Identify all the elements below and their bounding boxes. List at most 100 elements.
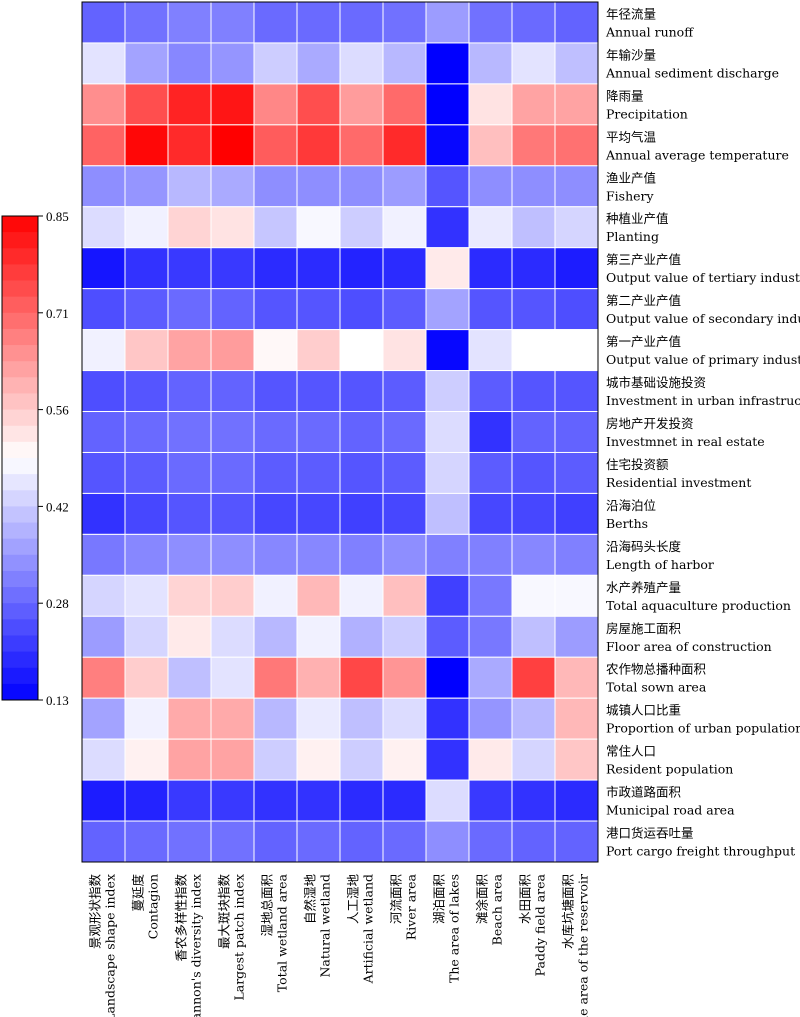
colorbar-segment (2, 522, 38, 540)
colorbar-tick-label: 0.85 (46, 209, 69, 224)
heatmap-cell (511, 451, 556, 494)
column-label-en: Beach area (490, 873, 505, 945)
colorbar-segment (2, 377, 38, 394)
row-label-zh: 城镇人口比重 (606, 703, 681, 718)
column-label-zh: 湿地总面积 (260, 874, 275, 937)
heatmap-cell (468, 42, 513, 85)
heatmap-cell (511, 779, 556, 822)
heatmap-cell (81, 165, 126, 208)
heatmap-cell (81, 615, 126, 658)
heatmap-cell (425, 206, 470, 249)
heatmap-cell (296, 451, 341, 494)
colorbar-segment (2, 248, 38, 265)
heatmap-cell (124, 697, 169, 740)
heatmap-cell (511, 574, 556, 617)
heatmap-cell (468, 779, 513, 822)
heatmap-cell (382, 451, 427, 494)
heatmap-cell (382, 492, 427, 535)
column-label-zh: 河流面积 (389, 874, 404, 924)
heatmap-cell (296, 615, 341, 658)
heatmap-cell (167, 370, 212, 413)
heatmap-cell (468, 697, 513, 740)
colorbar-segment (2, 474, 38, 491)
heatmap-cell (425, 492, 470, 535)
row-label-en: Planting (606, 229, 659, 244)
column-label-zh: 滩涂面积 (475, 874, 490, 924)
heatmap-cell (554, 615, 599, 658)
heatmap-cell (253, 738, 298, 781)
heatmap-cell (382, 165, 427, 208)
heatmap-cell (124, 738, 169, 781)
heatmap-cell (339, 451, 384, 494)
row-label-zh: 常住人口 (606, 744, 656, 759)
colorbar-segment (2, 328, 38, 346)
heatmap-cell (253, 451, 298, 494)
colorbar-segment (2, 345, 38, 362)
heatmap-cell (296, 83, 341, 126)
heatmap-cell (468, 574, 513, 617)
row-label-en: Annual average temperature (605, 147, 789, 162)
heatmap-cell (511, 533, 556, 576)
heatmap-cell (554, 370, 599, 413)
heatmap-cell (253, 206, 298, 249)
column-label-en: Contagion (146, 874, 161, 939)
row-label-en: Investment in urban infrastructure (606, 393, 800, 408)
heatmap-cell (511, 820, 556, 863)
heatmap-cell (339, 206, 384, 249)
heatmap-cell (554, 656, 599, 699)
heatmap-cell (339, 1, 384, 44)
heatmap-cell (253, 370, 298, 413)
heatmap-cell (511, 1, 556, 44)
column-label-zh: 水田面积 (518, 874, 533, 924)
heatmap-cell (210, 451, 255, 494)
heatmap-cell (554, 779, 599, 822)
heatmap-cell (81, 697, 126, 740)
heatmap-cell (167, 574, 212, 617)
heatmap-cell (554, 697, 599, 740)
row-label-zh: 降雨量 (606, 88, 644, 103)
row-label-en: Total aquaculture production (606, 598, 791, 613)
row-label-en: Residential investment (606, 475, 751, 490)
heatmap-cell (81, 247, 126, 290)
heatmap-cell (554, 165, 599, 208)
colorbar-segment (2, 635, 38, 652)
heatmap-cell (124, 492, 169, 535)
heatmap-cell (382, 656, 427, 699)
heatmap-cell (382, 370, 427, 413)
heatmap-cell (210, 247, 255, 290)
heatmap-cell (339, 124, 384, 167)
heatmap-cell (511, 124, 556, 167)
heatmap-cell (167, 1, 212, 44)
heatmap-cell (210, 411, 255, 453)
heatmap-cell (81, 574, 126, 617)
heatmap-cell (167, 533, 212, 576)
heatmap-cell (253, 124, 298, 167)
row-label-zh: 沿海泊位 (606, 498, 656, 513)
heatmap-cell (425, 533, 470, 576)
row-label-en: Floor area of construction (606, 639, 772, 654)
heatmap-cell (554, 83, 599, 126)
heatmap-cell (210, 206, 255, 249)
heatmap-cell (124, 615, 169, 658)
heatmap-cell (382, 124, 427, 167)
heatmap-cell (167, 124, 212, 167)
colorbar-segment (2, 441, 38, 459)
heatmap-cell (296, 574, 341, 617)
heatmap-cell (425, 370, 470, 413)
row-label-en: Output value of secondary industry (606, 311, 800, 326)
heatmap-cell (167, 779, 212, 822)
row-label-zh: 种植业产值 (606, 211, 669, 226)
row-label-zh: 平均气温 (606, 129, 657, 144)
heatmap-cell (210, 42, 255, 85)
heatmap-cell (554, 411, 599, 453)
heatmap-cell (296, 738, 341, 781)
heatmap-cell (124, 1, 169, 44)
heatmap-cell (296, 370, 341, 413)
colorbar (1, 215, 39, 701)
heatmap-cell (81, 451, 126, 494)
column-label-zh: 蔓延度 (131, 874, 146, 912)
heatmap-cell (124, 329, 169, 372)
row-label-en: Output value of primary industry (606, 352, 800, 367)
heatmap-cell (554, 288, 599, 331)
heatmap-cell (210, 820, 255, 863)
